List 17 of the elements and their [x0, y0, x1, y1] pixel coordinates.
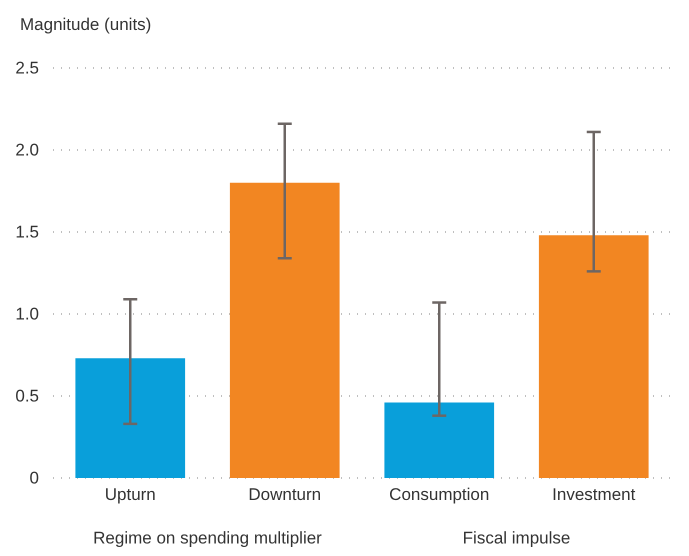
- x-tick-label: Upturn: [104, 485, 156, 504]
- y-tick-label: 0.5: [15, 386, 39, 406]
- y-axis-title: Magnitude (units): [20, 15, 152, 34]
- x-tick-label: Consumption: [389, 485, 490, 504]
- bar: [384, 402, 494, 478]
- y-tick-label: 2.5: [15, 58, 39, 78]
- y-tick-label: 0: [30, 468, 39, 488]
- text: Regime on spending multiplier: [93, 528, 322, 548]
- y-tick-label: 2.0: [15, 140, 39, 160]
- text: Fiscal impulse: [462, 528, 570, 548]
- x-tick-label: Investment: [552, 485, 636, 504]
- y-tick-label: 1.5: [15, 222, 39, 242]
- bar: [230, 182, 340, 478]
- x-tick-label: Downturn: [248, 485, 322, 504]
- bar: [538, 235, 649, 478]
- y-tick-label: 1.0: [15, 304, 39, 324]
- bar: [75, 358, 186, 478]
